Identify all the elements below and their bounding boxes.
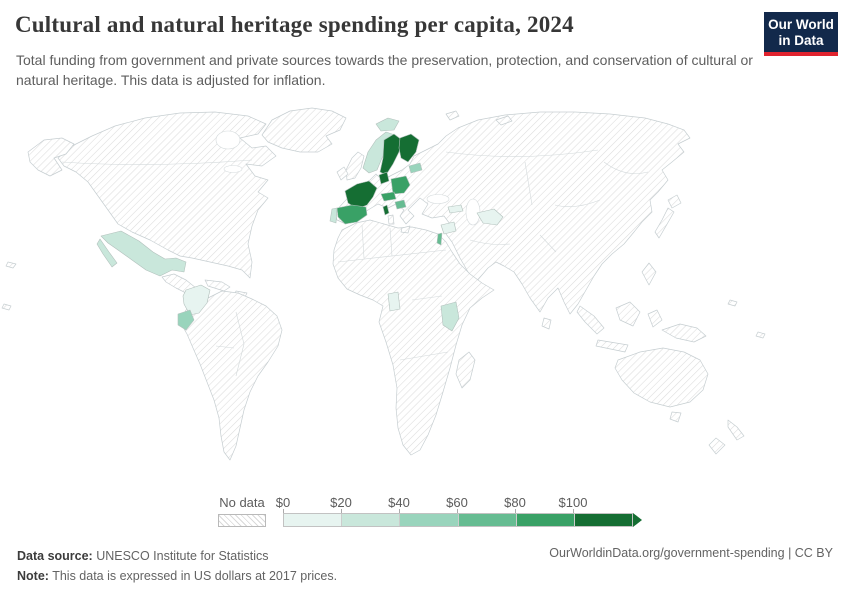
sea-black-sea [426, 194, 450, 204]
inland-seas [215, 130, 481, 226]
country-corsica[interactable] [382, 204, 390, 216]
island-hokkaido [667, 194, 682, 209]
note-line: Note: This data is expressed in US dolla… [17, 566, 337, 586]
pacific-islet-2 [1, 303, 12, 311]
island-tasmania [669, 411, 682, 423]
landmass-south-america [179, 290, 283, 461]
legend-label-0: $0 [275, 495, 291, 510]
country-estonia[interactable] [408, 162, 423, 174]
country-georgia[interactable] [447, 204, 464, 214]
country-ecuador[interactable] [177, 309, 195, 331]
pacific-islet-1 [5, 261, 17, 269]
country-colombia[interactable] [182, 284, 211, 316]
no-data-swatch[interactable] [218, 514, 266, 527]
note-value: This data is expressed in US dollars at … [48, 569, 338, 583]
legend-tick [341, 509, 342, 513]
island-new-zealand-north [727, 419, 745, 441]
island-ireland [336, 166, 349, 181]
no-data-landmasses [1, 107, 766, 461]
legend-label-40: $40 [388, 495, 410, 510]
sea-great-lakes [223, 165, 243, 173]
country-cameroon[interactable] [387, 291, 401, 312]
owid-logo[interactable]: Our World in Data [764, 12, 838, 56]
country-iceland[interactable] [375, 117, 400, 132]
country-finland[interactable] [398, 133, 420, 163]
landmass-greenland [261, 107, 347, 153]
legend-label-80: $80 [504, 495, 526, 510]
legend-color-bar [283, 513, 633, 527]
legend-label-60: $60 [446, 495, 468, 510]
country-czechia[interactable] [380, 191, 397, 202]
map-legend: No data $0 $20 $40 $60 $80 $100 [218, 495, 648, 533]
sea-caspian-sea [465, 198, 481, 226]
colored-countries [96, 117, 504, 332]
legend-bin[interactable] [515, 514, 574, 526]
chart-subtitle: Total funding from government and privat… [16, 52, 753, 89]
sea-hudson-bay [215, 130, 241, 150]
legend-label-100: $100 [558, 495, 588, 510]
landmass-north-america [57, 111, 277, 279]
pacific-islet-3 [727, 299, 738, 307]
island-sri-lanka [541, 317, 552, 330]
island-svalbard [445, 110, 460, 121]
landmass-africa [332, 219, 495, 456]
legend-tick [573, 509, 574, 513]
legend-label-20: $20 [330, 495, 352, 510]
pacific-islet-4 [755, 331, 766, 339]
footer-link[interactable]: OurWorldinData.org/government-spending |… [549, 546, 833, 560]
logo-line1: Our World [768, 16, 834, 32]
country-denmark[interactable] [378, 171, 390, 185]
footer-left: Data source: UNESCO Institute for Statis… [17, 546, 337, 586]
island-sulawesi [647, 309, 663, 328]
country-portugal[interactable] [329, 207, 338, 224]
legend-bin[interactable] [399, 514, 458, 526]
island-new-guinea [661, 323, 707, 343]
page-title: Cultural and natural heritage spending p… [15, 12, 574, 37]
island-borneo [615, 301, 641, 327]
country-sweden[interactable] [379, 133, 403, 176]
country-turkmenistan[interactable] [476, 208, 504, 226]
island-philippines [641, 262, 657, 286]
legend-bin[interactable] [573, 514, 633, 526]
legend-bin[interactable] [284, 514, 342, 526]
country-bosnia[interactable] [394, 199, 407, 210]
legend-tick [399, 509, 400, 513]
landmass-eurasia [334, 111, 691, 315]
island-new-zealand-south [708, 437, 726, 455]
landmass-australia [614, 347, 709, 408]
landmass-alaska [27, 137, 75, 177]
note-label: Note: [17, 569, 49, 583]
data-source-line: Data source: UNESCO Institute for Statis… [17, 546, 337, 566]
legend-arrow [633, 513, 642, 527]
country-syria[interactable] [440, 221, 457, 235]
legend-tick [283, 509, 284, 513]
island-cuba [204, 279, 231, 292]
island-japan [654, 207, 675, 239]
country-poland[interactable] [390, 175, 411, 195]
island-sicily [400, 225, 411, 234]
island-java [595, 339, 629, 353]
legend-bin[interactable] [341, 514, 400, 526]
legend-bin[interactable] [457, 514, 516, 526]
island-arctic [495, 115, 513, 126]
country-spain[interactable] [336, 204, 368, 225]
logo-line2: in Data [778, 33, 824, 48]
legend-tick [515, 509, 516, 513]
no-data-label: No data [219, 495, 265, 510]
data-source-value: UNESCO Institute for Statistics [92, 549, 269, 563]
island-sardinia [387, 214, 395, 225]
country-borders [61, 149, 649, 377]
island-great-britain [345, 151, 365, 181]
legend-scale: $0 $20 $40 $60 $80 $100 [276, 495, 648, 533]
country-kenya[interactable] [440, 301, 460, 332]
island-sumatra [576, 305, 605, 335]
data-source-label: Data source: [17, 549, 93, 563]
legend-no-data: No data [218, 495, 266, 527]
legend-tick [457, 509, 458, 513]
country-israel[interactable] [436, 232, 443, 246]
world-map[interactable] [0, 100, 850, 495]
island-madagascar [455, 351, 476, 389]
country-mexico[interactable] [96, 230, 187, 277]
